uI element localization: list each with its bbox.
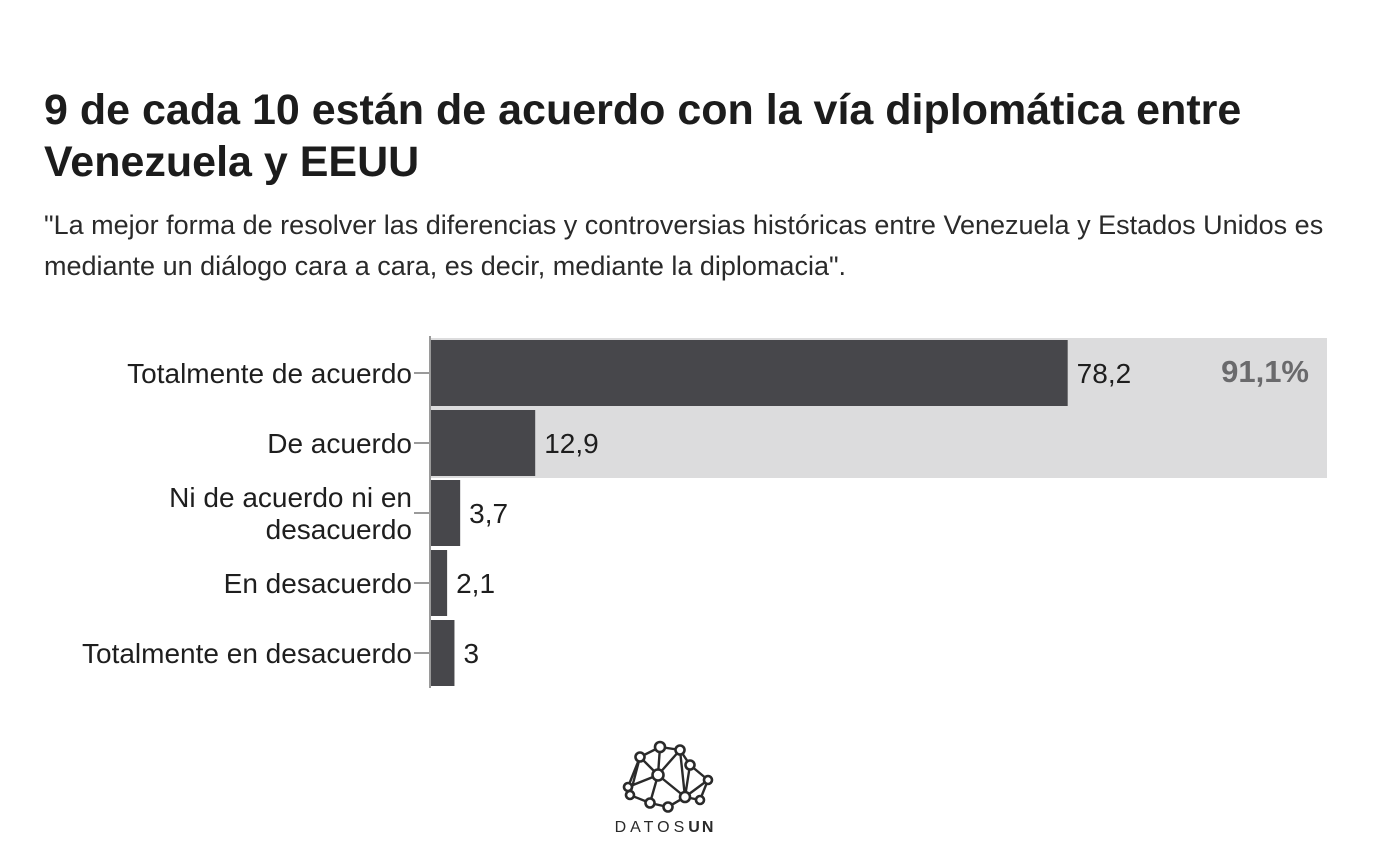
bar-1 [430, 410, 536, 476]
bar-4 [430, 620, 455, 686]
highlight-total-label: 91,1% [1221, 354, 1309, 389]
value-label-1: 12,9 [544, 428, 599, 459]
bar-2 [430, 480, 461, 546]
category-label-4: Totalmente en desacuerdo [82, 638, 412, 669]
chart-title: 9 de cada 10 están de acuerdo con la vía… [44, 86, 1242, 186]
value-label-3: 2,1 [456, 568, 495, 599]
bar-chart: Totalmente de acuerdo 78,2 De acuerdo 12,9 N… [82, 336, 1327, 688]
chart-subtitle: "La mejor forma de resolver las diferenc… [44, 210, 1324, 281]
category-label-1: De acuerdo [267, 428, 412, 459]
bar-3 [430, 550, 448, 616]
logo-text-un: UN [688, 819, 716, 836]
value-label-2: 3,7 [469, 498, 508, 529]
datosun-logo: DATOSUN [600, 735, 730, 845]
category-label-2-0: Ni de acuerdo ni en [169, 482, 412, 513]
value-label-0: 78,2 [1077, 358, 1132, 389]
logo-text-datos: DATOS [614, 819, 689, 836]
bar-0 [430, 340, 1068, 406]
category-label-0: Totalmente de acuerdo [127, 358, 412, 389]
category-label-2-1: desacuerdo [266, 514, 412, 545]
logo-wordmark: DATOSUN [600, 819, 730, 837]
network-logo-icon [622, 740, 714, 813]
value-label-4: 3 [463, 638, 479, 669]
category-label-3: En desacuerdo [224, 568, 412, 599]
